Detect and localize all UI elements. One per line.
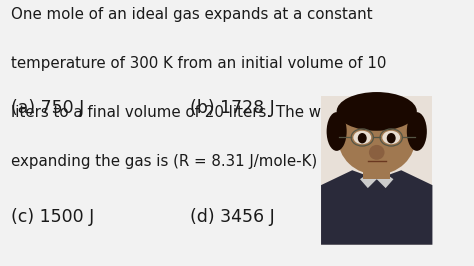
Ellipse shape	[409, 131, 420, 149]
Ellipse shape	[337, 92, 417, 131]
Ellipse shape	[353, 131, 371, 144]
Ellipse shape	[387, 133, 396, 143]
Ellipse shape	[338, 100, 416, 175]
Ellipse shape	[407, 112, 427, 151]
Text: expanding the gas is (R = 8.31 J/mole-K): expanding the gas is (R = 8.31 J/mole-K)	[11, 154, 317, 169]
Ellipse shape	[369, 145, 384, 160]
Ellipse shape	[383, 131, 400, 144]
Polygon shape	[321, 170, 432, 245]
Polygon shape	[360, 167, 393, 188]
FancyBboxPatch shape	[321, 96, 432, 245]
Text: (a) 750 J: (a) 750 J	[11, 99, 84, 117]
Ellipse shape	[333, 131, 345, 149]
FancyBboxPatch shape	[364, 164, 390, 179]
Text: One mole of an ideal gas expands at a constant: One mole of an ideal gas expands at a co…	[11, 7, 373, 22]
Text: (c) 1500 J: (c) 1500 J	[11, 208, 94, 226]
Text: (b) 1728 J: (b) 1728 J	[190, 99, 275, 117]
Ellipse shape	[358, 133, 367, 143]
Text: (d) 3456 J: (d) 3456 J	[190, 208, 275, 226]
Text: liters to a final volume of 20 liters. The work done in: liters to a final volume of 20 liters. T…	[11, 105, 406, 120]
Ellipse shape	[327, 112, 346, 151]
Text: temperature of 300 K from an initial volume of 10: temperature of 300 K from an initial vol…	[11, 56, 386, 71]
